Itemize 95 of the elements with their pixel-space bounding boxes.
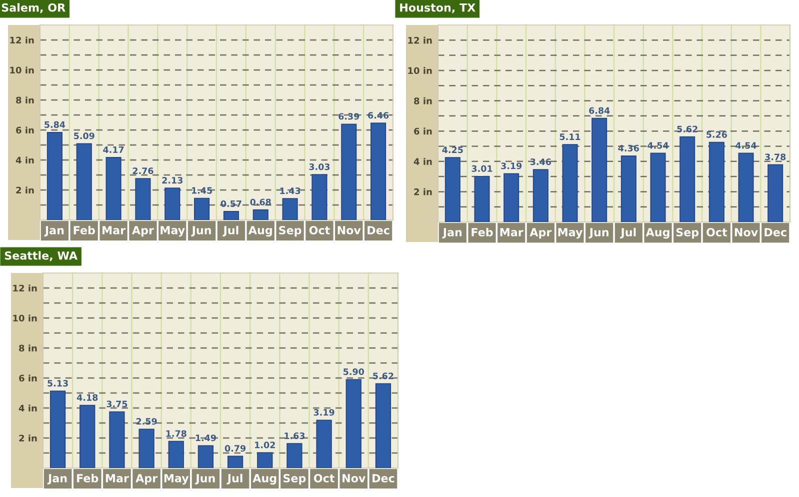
data-label: 3.19 bbox=[501, 162, 522, 170]
data-label: 3.03 bbox=[309, 163, 330, 170]
y-tick-label: 4 in bbox=[16, 156, 34, 164]
x-tick-label: Nov bbox=[342, 474, 366, 482]
y-tick-label: 4 in bbox=[414, 158, 432, 165]
data-label: 0.68 bbox=[250, 198, 271, 206]
y-tick-label: 12 in bbox=[10, 36, 34, 44]
x-tick-label: Aug bbox=[252, 474, 276, 485]
chart-title: Seattle, WA bbox=[4, 251, 78, 262]
data-label: 3.46 bbox=[530, 158, 551, 166]
data-label: 5.90 bbox=[344, 368, 364, 376]
y-tick-label: 12 in bbox=[408, 36, 432, 44]
bar bbox=[252, 209, 268, 220]
x-tick-label: Oct bbox=[706, 228, 728, 236]
x-tick-label: Sep bbox=[284, 474, 306, 485]
data-label: 5.26 bbox=[706, 131, 727, 138]
y-tick-label: 6 in bbox=[19, 374, 37, 382]
x-tick-label: Sep bbox=[279, 226, 302, 237]
x-tick-label: Nov bbox=[338, 226, 361, 234]
y-tick-label: 10 in bbox=[10, 66, 34, 74]
y-tick-label: 10 in bbox=[408, 67, 432, 74]
x-tick-label: Feb bbox=[472, 228, 493, 236]
data-label: 2.76 bbox=[132, 168, 154, 174]
y-tick-label: 2 in bbox=[16, 186, 34, 194]
data-label: 5.11 bbox=[560, 134, 580, 140]
data-label: 1.02 bbox=[255, 442, 275, 448]
y-tick-label: 6 in bbox=[16, 126, 34, 134]
chart-title: Salem, OR bbox=[2, 3, 66, 14]
x-tick-label: Apr bbox=[132, 226, 154, 237]
x-tick-label: Jun bbox=[191, 226, 211, 236]
data-label: 6.84 bbox=[589, 107, 610, 114]
x-tick-label: Jan bbox=[442, 228, 462, 238]
data-label: 1.43 bbox=[280, 187, 300, 194]
y-tick-label: 4 in bbox=[18, 404, 37, 412]
data-label: 5.62 bbox=[373, 372, 394, 380]
x-tick-label: May bbox=[164, 474, 189, 485]
data-label: 5.84 bbox=[44, 121, 66, 128]
data-label: 2.59 bbox=[136, 418, 157, 425]
x-tick-label: May bbox=[558, 228, 583, 239]
data-label: 2.13 bbox=[162, 176, 182, 184]
x-tick-label: Dec bbox=[764, 228, 786, 236]
bar bbox=[223, 211, 239, 220]
data-label: 0.79 bbox=[224, 445, 246, 452]
data-label: 6.46 bbox=[368, 112, 389, 119]
y-tick-label: 2 in bbox=[414, 188, 432, 196]
y-tick-label: 12 in bbox=[13, 284, 37, 292]
x-tick-label: Feb bbox=[77, 474, 98, 482]
x-tick-label: Oct bbox=[314, 474, 334, 482]
x-tick-label: Apr bbox=[530, 228, 552, 239]
x-tick-label: Nov bbox=[734, 228, 758, 236]
data-label: 1.49 bbox=[196, 434, 216, 442]
x-tick-label: Jun bbox=[195, 474, 215, 484]
y-tick-label: 8 in bbox=[16, 96, 34, 104]
x-tick-label: Mar bbox=[106, 474, 129, 482]
data-label: 1.63 bbox=[284, 432, 305, 440]
x-tick-label: Jul bbox=[620, 228, 636, 238]
x-tick-label: Mar bbox=[500, 228, 524, 236]
y-tick-label: 10 in bbox=[13, 314, 37, 322]
x-tick-label: Jul bbox=[226, 474, 242, 484]
data-label: 5.13 bbox=[48, 380, 68, 387]
x-tick-label: Jun bbox=[588, 228, 608, 238]
data-label: 4.54 bbox=[648, 142, 668, 149]
x-tick-label: Feb bbox=[74, 226, 95, 234]
data-label: 5.62 bbox=[677, 126, 698, 132]
y-tick-label: 2 in bbox=[19, 434, 37, 442]
data-label: 3.01 bbox=[472, 165, 492, 172]
x-tick-label: May bbox=[160, 226, 185, 237]
x-tick-label: Jan bbox=[47, 474, 67, 484]
x-tick-label: Sep bbox=[676, 228, 699, 239]
x-tick-label: Dec bbox=[372, 474, 394, 482]
data-label: 4.36 bbox=[618, 144, 639, 152]
data-label: 1.45 bbox=[192, 187, 212, 194]
x-tick-label: Oct bbox=[309, 226, 330, 234]
x-tick-label: Jul bbox=[222, 226, 238, 236]
x-tick-label: Dec bbox=[368, 226, 390, 234]
x-tick-label: Aug bbox=[646, 228, 670, 239]
data-label: 3.75 bbox=[106, 400, 128, 408]
data-label: 0.57 bbox=[220, 200, 242, 207]
data-label: 4.17 bbox=[103, 146, 124, 153]
data-label: 1.78 bbox=[166, 430, 186, 437]
data-label: 5.09 bbox=[74, 132, 94, 140]
data-label: 3.19 bbox=[314, 409, 334, 416]
data-label: 4.54 bbox=[736, 142, 756, 149]
x-tick-label: Aug bbox=[248, 226, 272, 237]
data-label: 3.78 bbox=[765, 154, 786, 160]
data-label: 4.25 bbox=[442, 146, 463, 154]
x-tick-label: Apr bbox=[136, 474, 158, 485]
data-label: 4.18 bbox=[76, 394, 98, 401]
y-tick-label: 6 in bbox=[414, 128, 432, 135]
x-tick-label: Jan bbox=[44, 226, 64, 236]
x-tick-label: Mar bbox=[102, 226, 126, 234]
y-tick-label: 8 in bbox=[414, 97, 432, 104]
data-label: 6.39 bbox=[338, 113, 360, 120]
chart-title: Houston, TX bbox=[400, 3, 476, 14]
y-tick-label: 8 in bbox=[19, 344, 37, 352]
